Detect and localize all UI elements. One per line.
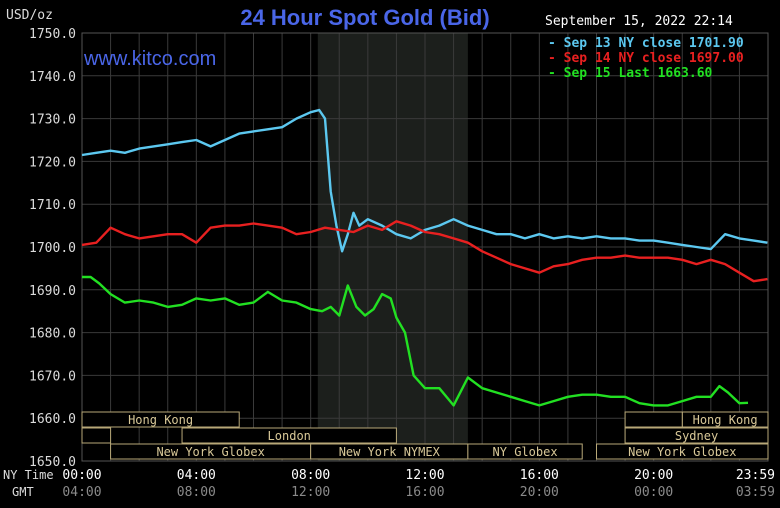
x-tick-gmt: 12:00 [291, 485, 330, 500]
y-tick-label: 1730.0 [29, 113, 76, 128]
series-line-3 [82, 275, 749, 407]
y-tick-label: 1690.0 [29, 284, 76, 299]
session-box [81, 427, 112, 444]
y-tick-label: 1660.0 [29, 412, 76, 427]
session-label: NY Globex [493, 445, 558, 459]
y-tick-label: 1740.0 [29, 70, 76, 85]
legend-item-sep14: - Sep 14 NY close 1697.00 [548, 51, 744, 66]
legend-item-sep15: - Sep 15 Last 1663.60 [548, 66, 712, 81]
x-tick-gmt: 03:59 [736, 485, 775, 500]
session-box [596, 443, 769, 460]
session-box [467, 443, 583, 460]
gmt-label: GMT [12, 485, 34, 499]
session-box [181, 427, 397, 444]
legend-label-sep13: Sep 13 NY close 1701.90 [563, 36, 744, 51]
legend-label-sep14: Sep 14 NY close 1697.00 [563, 51, 744, 66]
legend-label-sep15: Sep 15 Last 1663.60 [563, 66, 713, 81]
legend-swatch: - [548, 51, 556, 66]
x-tick-ny: 23:59 [736, 468, 775, 483]
y-tick-label: 1700.0 [29, 241, 76, 256]
x-tick-ny: 16:00 [520, 468, 559, 483]
session-label: New York NYMEX [339, 445, 441, 459]
chart-title: 24 Hour Spot Gold (Bid) [240, 5, 490, 30]
series-line-2 [81, 220, 768, 283]
y-tick-label: 1670.0 [29, 369, 76, 384]
session-label: New York Globex [156, 445, 264, 459]
y-axis-unit: USD/oz [6, 8, 53, 23]
x-tick-ny: 12:00 [405, 468, 444, 483]
y-tick-label: 1650.0 [29, 455, 76, 470]
y-tick-label: 1750.0 [29, 27, 76, 42]
series-line-1 [81, 108, 768, 253]
timestamp: September 15, 2022 22:14 [545, 14, 733, 29]
plot-frame [81, 32, 769, 462]
x-tick-gmt: 20:00 [520, 485, 559, 500]
y-tick-label: 1710.0 [29, 198, 76, 213]
ny-time-label: NY Time [3, 468, 54, 482]
session-label: New York Globex [628, 445, 736, 459]
legend-swatch: - [548, 66, 556, 81]
session-label: London [268, 429, 311, 443]
x-tick-gmt: 04:00 [62, 485, 101, 500]
brand-watermark: www.kitco.com [84, 48, 217, 70]
session-label: Hong Kong [693, 413, 758, 427]
x-tick-ny: 00:00 [62, 468, 101, 483]
x-tick-gmt: 00:00 [634, 485, 673, 500]
session-box [624, 427, 769, 444]
session-box [624, 411, 683, 428]
session-box [81, 411, 240, 428]
x-tick-gmt: 08:00 [177, 485, 216, 500]
y-tick-label: 1680.0 [29, 327, 76, 342]
session-label: Hong Kong [128, 413, 193, 427]
x-tick-ny: 20:00 [634, 468, 673, 483]
x-tick-ny: 08:00 [291, 468, 330, 483]
legend-item-sep13: - Sep 13 NY close 1701.90 [548, 36, 744, 51]
y-tick-label: 1720.0 [29, 155, 76, 170]
session-label: Sydney [675, 429, 718, 443]
legend-swatch: - [548, 36, 556, 51]
x-tick-gmt: 16:00 [405, 485, 444, 500]
x-tick-ny: 04:00 [177, 468, 216, 483]
